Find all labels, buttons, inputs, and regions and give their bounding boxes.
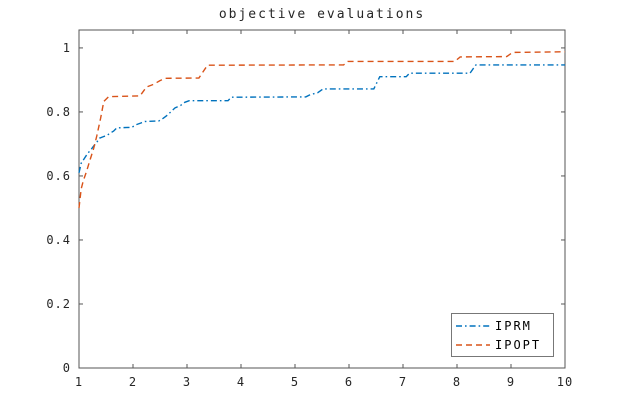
- x-tick-label: 1: [75, 375, 83, 389]
- x-tick-label: 2: [129, 375, 137, 389]
- axes-box: [78, 29, 566, 369]
- x-tick-label: 9: [507, 375, 515, 389]
- legend-label-iprm: IPRM: [495, 318, 532, 333]
- y-tick-label: 1: [63, 41, 71, 55]
- x-tick-label: 10: [557, 375, 573, 389]
- ipopt-line-sample-icon: [456, 343, 490, 346]
- chart-title: objective evaluations: [218, 7, 426, 22]
- y-tick-label: 0.2: [46, 297, 71, 311]
- series-line-ipopt: [78, 51, 566, 209]
- legend-item-ipopt: IPOPT: [456, 336, 549, 354]
- series-line-iprm: [78, 64, 565, 173]
- iprm-line-sample-icon: [456, 324, 490, 327]
- y-tick-label: 0: [63, 361, 71, 375]
- x-tick-label: 7: [399, 375, 407, 389]
- legend: IPRM IPOPT: [451, 313, 554, 357]
- y-tick-label: 0.4: [46, 233, 71, 247]
- x-tick-label: 4: [237, 375, 245, 389]
- x-tick-label: 3: [183, 375, 191, 389]
- x-tick-label: 8: [453, 375, 461, 389]
- x-tick-label: 6: [345, 375, 353, 389]
- y-tick-label: 0.8: [46, 105, 71, 119]
- legend-item-iprm: IPRM: [456, 317, 549, 335]
- legend-label-ipopt: IPOPT: [495, 337, 542, 352]
- x-tick-label: 5: [291, 375, 299, 389]
- y-tick-label: 0.6: [46, 169, 71, 183]
